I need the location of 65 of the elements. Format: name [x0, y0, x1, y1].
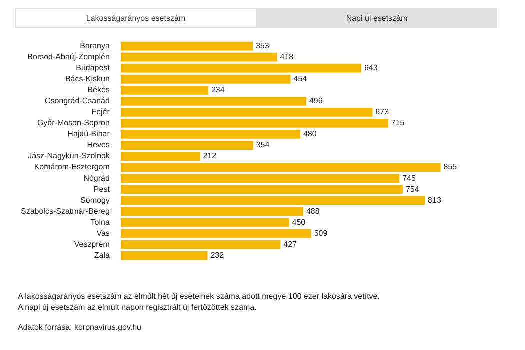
y-tick-label: Tolna	[90, 218, 110, 227]
data-label: 855	[444, 162, 458, 172]
y-tick-label: Jász-Nagykun-Szolnok	[28, 152, 111, 161]
bar	[120, 185, 403, 194]
bar	[120, 174, 400, 183]
data-label: 488	[306, 206, 320, 216]
bar	[120, 52, 278, 62]
bar	[120, 207, 304, 216]
y-tick-label: Fejér	[92, 108, 110, 117]
bar	[120, 229, 312, 238]
bar	[120, 96, 306, 106]
y-tick-label: Komárom-Esztergom	[34, 162, 110, 172]
data-label: 353	[256, 42, 270, 51]
bar	[120, 119, 388, 128]
tab[interactable]: Napi új esetszám	[257, 8, 497, 28]
bar	[120, 74, 291, 84]
y-tick-label: Szabolcs-Szatmár-Bereg	[21, 206, 110, 216]
y-tick-label: Vas	[96, 228, 110, 238]
y-tick-label: Budapest	[76, 64, 111, 73]
data-label: 673	[376, 108, 390, 117]
data-label: 496	[309, 96, 324, 106]
y-tick-label: Pest	[94, 184, 111, 194]
text: A napi új esetszám az elmúlt napon regisztrált új fertőzöttek száma.	[18, 302, 258, 313]
data-label: 232	[210, 250, 225, 260]
data-label: 509	[314, 228, 328, 238]
y-tick-label: Csongrád-Csanád	[44, 96, 110, 106]
data-label: 454	[294, 74, 308, 84]
bar	[120, 218, 290, 228]
y-tick-label: Borsod-Abaúj-Zemplén	[28, 52, 110, 62]
data-label: 813	[428, 196, 442, 205]
bar	[120, 152, 200, 161]
y-tick-label: Somogy	[80, 196, 110, 205]
text: A lakosságarányos esetszám az elmúlt hét új eseteinek száma adott megye 100 ezer lakosára vetítve.	[18, 291, 380, 302]
data-label: 480	[303, 130, 318, 139]
text: Adatok forrása: koronavirus.gov.hu	[18, 323, 142, 332]
y-tick-label: Békés	[88, 86, 110, 95]
bar	[120, 130, 300, 139]
data-label: 418	[280, 52, 294, 62]
tab[interactable]: Lakosságarányos esetszám	[15, 8, 257, 28]
bar	[120, 196, 426, 206]
bar	[120, 108, 373, 117]
data-label: 354	[256, 140, 270, 150]
y-tick-label: Heves	[87, 140, 110, 150]
bar	[120, 86, 208, 95]
y-tick-label: Baranya	[80, 42, 110, 51]
data-label: 427	[284, 240, 298, 249]
data-label: 212	[203, 152, 218, 161]
y-tick-label: Hajdú-Bihar	[68, 130, 110, 139]
y-tick-label: Győr-Moson-Sopron	[37, 118, 110, 128]
y-tick-label: Bács-Kiskun	[65, 74, 110, 84]
data-label: 754	[406, 184, 420, 194]
data-label: 715	[391, 118, 406, 128]
data-label: 643	[364, 64, 378, 73]
bar	[120, 251, 208, 260]
data-label: 745	[402, 174, 417, 183]
bar	[120, 64, 362, 73]
bar	[120, 141, 254, 150]
y-tick-label: Nógrád	[84, 174, 110, 183]
data-label: 450	[292, 218, 306, 227]
bar	[120, 240, 281, 250]
y-tick-label: Zala	[94, 250, 110, 260]
y-tick-label: Veszprém	[74, 240, 110, 249]
bar	[120, 163, 441, 172]
bar	[120, 42, 253, 51]
data-label: 234	[211, 86, 226, 95]
